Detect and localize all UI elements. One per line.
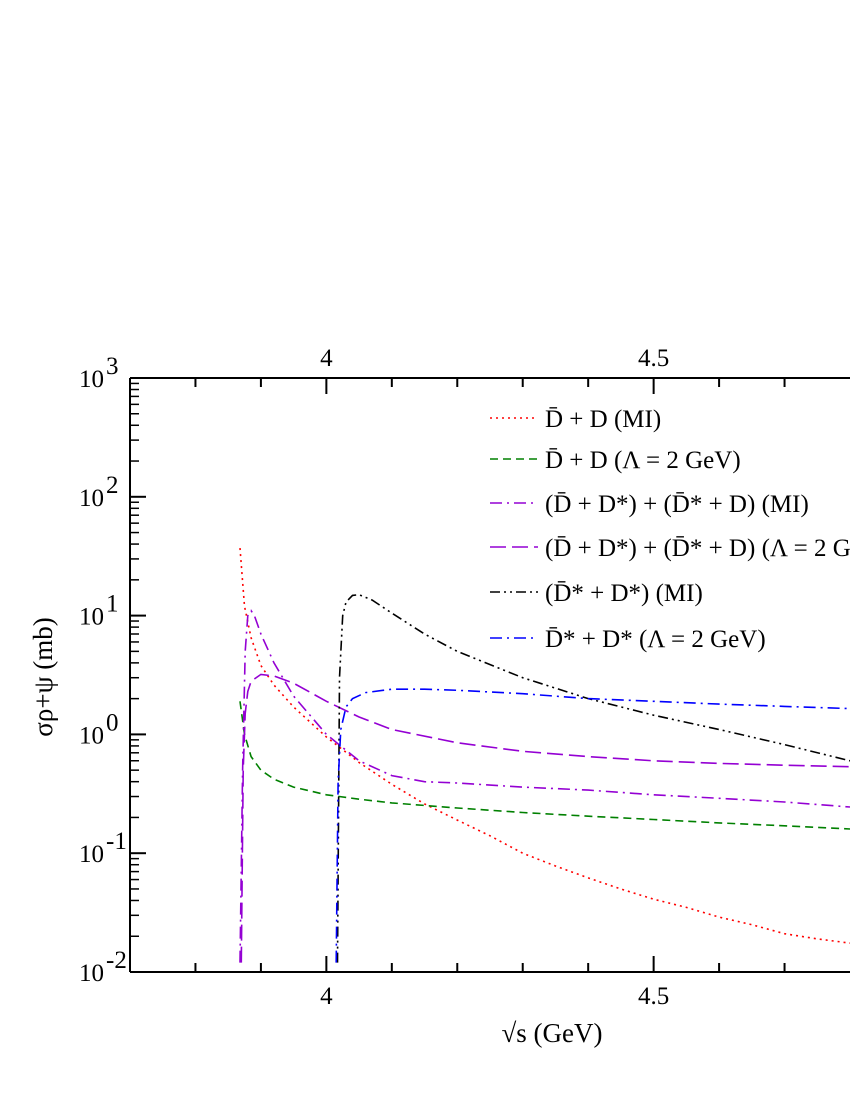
legend-label-4: (D̄ + D*) + (D̄* + D) (Λ = 2 GeV) <box>545 535 850 562</box>
legend: D̄ + D (MI) D̄ + D (Λ = 2 GeV) (D̄ + D*) +… <box>490 406 850 653</box>
series-line-3 <box>240 611 850 963</box>
x-tick-label-top: 4 <box>320 345 333 372</box>
y-tick-label: 10 <box>79 841 104 868</box>
y-tick-label: 10 <box>79 722 104 749</box>
y-tick-label-exponent: 2 <box>106 472 119 499</box>
series-layer <box>240 548 850 963</box>
series-line-4 <box>241 674 850 962</box>
y-tick-label-exponent: 1 <box>106 591 119 618</box>
y-tick-label: 10 <box>79 366 104 393</box>
y-tick-label-exponent: 0 <box>106 709 119 736</box>
legend-label-5: (D̄* + D*) (MI) <box>545 580 703 607</box>
y-axis-label: σρ+ψ (mb) <box>28 617 58 736</box>
y-tick-label: 10 <box>79 604 104 631</box>
x-axis-label-text: √s (GeV) <box>501 1018 602 1048</box>
legend-label-6: D̄* + D* (Λ = 2 GeV) <box>545 626 766 653</box>
series-line-1 <box>240 548 850 943</box>
legend-label-2: D̄ + D (Λ = 2 GeV) <box>545 447 741 474</box>
axes-layer <box>130 378 850 972</box>
x-tick-label-bottom: 4.5 <box>638 983 669 1010</box>
x-axis-label: √s (GeV) <box>501 1018 602 1048</box>
y-tick-label: 10 <box>79 485 104 512</box>
x-tick-label-bottom: 4 <box>320 983 333 1010</box>
legend-label-1: D̄ + D (MI) <box>545 406 661 433</box>
y-tick-label-exponent: -1 <box>106 828 127 855</box>
legend-label-3: (D̄ + D*) + (D̄* + D) (MI) <box>545 491 809 518</box>
y-tick-label-exponent: 3 <box>106 353 119 380</box>
x-tick-label-top: 4.5 <box>638 345 669 372</box>
y-tick-label: 10 <box>79 960 104 987</box>
y-tick-label-exponent: -2 <box>106 947 127 974</box>
